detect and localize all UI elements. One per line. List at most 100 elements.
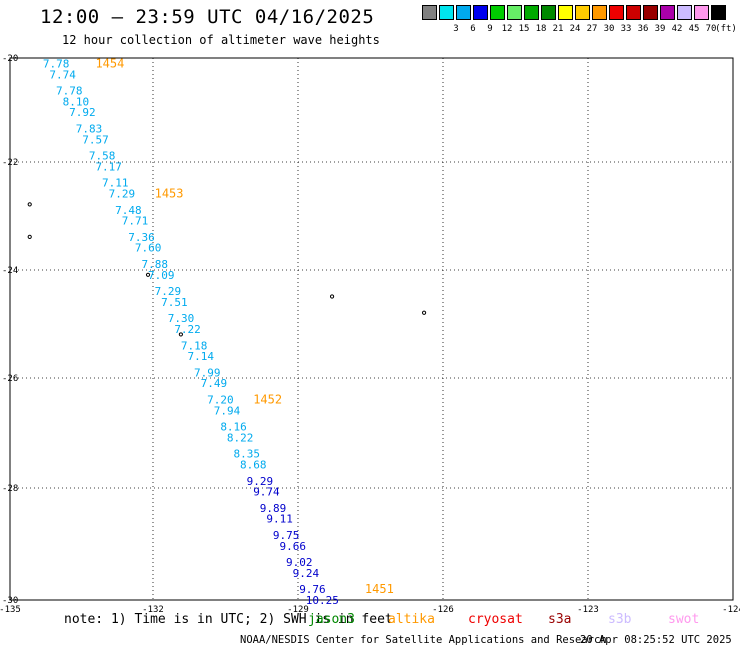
wave-height-label: 7.51 (161, 296, 188, 309)
island-marker (421, 310, 427, 315)
wave-height-label: 7.60 (135, 242, 162, 255)
wave-height-label: 9.24 (293, 567, 320, 580)
satellite-name-altika: altika (388, 612, 435, 627)
lon-tick-label: -132 (142, 605, 164, 615)
lon-tick-label: -129 (287, 605, 309, 615)
lon-tick-label: -135 (0, 605, 21, 615)
wave-height-label: 7.29 (155, 285, 182, 298)
pass-time-label: 1451 (365, 582, 394, 596)
wave-height-label: 7.88 (141, 258, 168, 271)
satellite-name-cryosat: cryosat (468, 612, 523, 627)
lon-tick-label: -124 (722, 605, 740, 615)
legend-label: 3 (453, 24, 459, 34)
lat-tick-label: -24 (2, 266, 18, 276)
wave-height-label: 7.99 (194, 366, 221, 379)
legend-label: 45 (688, 24, 700, 34)
lat-tick-label: -22 (2, 158, 18, 168)
wave-height-label: 7.49 (201, 377, 228, 390)
wave-height-label: 8.16 (220, 421, 247, 434)
lat-tick-label: -28 (2, 484, 18, 494)
legend-swatch (541, 5, 556, 20)
wave-height-label: 7.74 (49, 68, 76, 81)
wave-height-label: 9.74 (253, 486, 280, 499)
wave-height-label: 7.29 (109, 188, 136, 201)
legend-swatch (575, 5, 590, 20)
wave-height-label: 7.57 (82, 133, 109, 146)
wave-height-label: 7.17 (95, 160, 122, 173)
wave-height-label: 9.29 (247, 475, 273, 488)
wave-height-label: 7.20 (207, 393, 234, 406)
footer-timestamp: 20 Apr 08:25:52 UTC 2025 (580, 634, 732, 646)
legend-swatch (711, 5, 726, 20)
legend-label: 33 (620, 24, 632, 34)
legend-label: 36 (637, 24, 649, 34)
legend-swatch (626, 5, 641, 20)
legend-label: 9 (487, 24, 493, 34)
pass-time-label: 1453 (155, 187, 184, 201)
legend-swatch (592, 5, 607, 20)
wave-height-label: 7.58 (89, 150, 116, 163)
wave-height-label: 10.25 (306, 594, 339, 607)
wave-height-label: 7.30 (168, 312, 195, 325)
legend-label: 6 (470, 24, 476, 34)
wave-height-label: 8.68 (240, 459, 267, 472)
wave-height-label: 9.11 (266, 513, 293, 526)
wave-height-label: 9.76 (299, 583, 326, 596)
legend-label: 39 (654, 24, 666, 34)
wave-height-label: 7.78 (43, 57, 69, 70)
lon-tick-label: -123 (577, 605, 599, 615)
lat-tick-label: -20 (2, 54, 18, 64)
pass-time-label: 1454 (95, 56, 124, 70)
legend-swatch (422, 5, 437, 20)
legend-label: 27 (586, 24, 598, 34)
lat-tick-label: -30 (2, 596, 18, 606)
legend-swatch (456, 5, 471, 20)
legend-label: 24 (569, 24, 581, 34)
satellite-name-jason3: jason3 (308, 612, 355, 627)
wave-height-label: 7.11 (102, 177, 129, 190)
map-title: 12:00 — 23:59 UTC 04/16/2025 (40, 6, 375, 28)
legend-label: 15 (518, 24, 530, 34)
legend-swatch (558, 5, 573, 20)
legend-label: 12 (501, 24, 513, 34)
wave-height-label: 7.36 (128, 231, 155, 244)
legend-swatch (677, 5, 692, 20)
legend-swatch (694, 5, 709, 20)
legend-label: 70 (705, 24, 717, 34)
wave-height-label: 7.71 (122, 215, 148, 228)
wave-height-label: 9.89 (260, 502, 287, 515)
wave-height-label: 7.14 (187, 350, 214, 363)
satellite-name-s3a: s3a (548, 612, 572, 627)
legend-label: 21 (552, 24, 564, 34)
footer-agency: NOAA/NESDIS Center for Satellite Applica… (240, 634, 607, 646)
wave-height-label: 9.66 (279, 540, 306, 553)
wave-height-label: 7.48 (115, 204, 142, 217)
map-frame (9, 57, 734, 601)
note-text: note: 1) Time is in UTC; 2) SWH is in fe… (64, 612, 393, 627)
legend-swatch (609, 5, 624, 20)
island-marker (27, 234, 32, 239)
wave-height-label: 8.10 (63, 95, 90, 108)
wave-height-label: 9.75 (273, 529, 300, 542)
wave-height-label: 8.35 (233, 448, 259, 461)
legend-swatch (490, 5, 505, 20)
legend-swatch (507, 5, 522, 20)
island-marker (178, 332, 183, 337)
wave-height-label: 8.22 (227, 431, 254, 444)
legend-swatch (643, 5, 658, 20)
satellite-name-swot: swot (668, 612, 700, 627)
pass-time-label: 1452 (253, 392, 282, 406)
wave-height-label: 9.02 (286, 556, 313, 569)
wave-height-label: 7.18 (181, 339, 208, 352)
legend-label: 18 (535, 24, 547, 34)
legend-label: 42 (671, 24, 683, 34)
legend-swatch (439, 5, 454, 20)
wave-height-label: 7.78 (56, 85, 83, 98)
wave-height-label: 7.92 (69, 106, 96, 119)
satellite-name-s3b: s3b (608, 612, 632, 627)
wave-height-label: 7.94 (214, 404, 241, 417)
legend-swatch (524, 5, 539, 20)
island-marker (329, 294, 335, 299)
map-subtitle: 12 hour collection of altimeter wave hei… (62, 33, 380, 47)
